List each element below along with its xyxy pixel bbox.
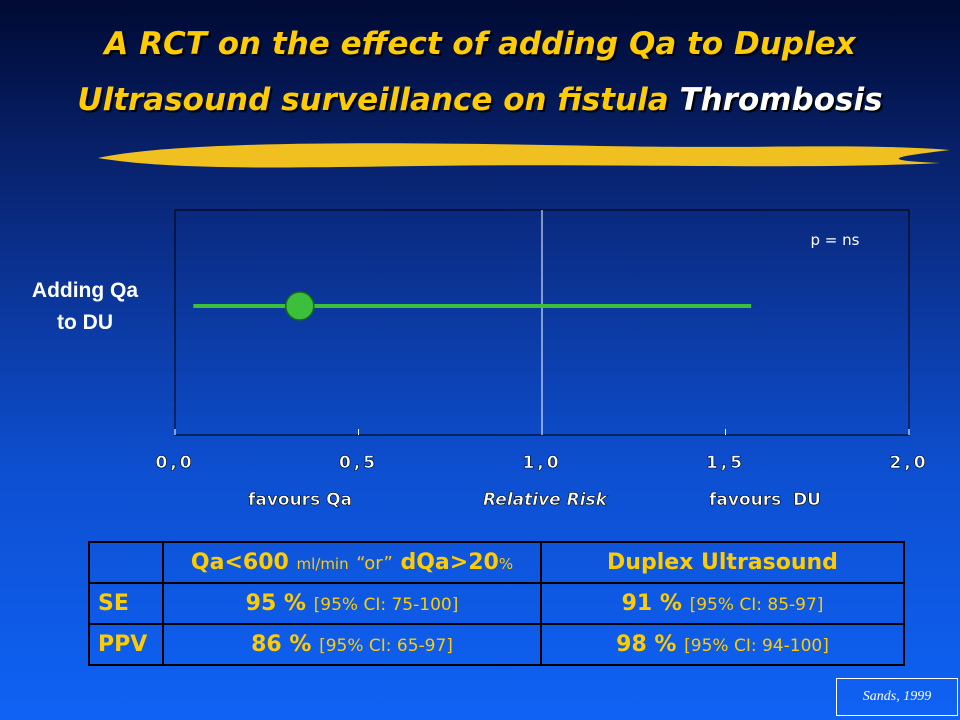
- table-row: PPV 86 % [95% CI: 65-97] 98 % [95% CI: 9…: [88, 623, 905, 666]
- cell-value: 98 %: [616, 632, 677, 657]
- cell-ci: [95% CI: 85-97]: [689, 595, 824, 615]
- table-row: Qa<600 ml/min “or” dQa>20% Duplex Ultras…: [88, 541, 905, 584]
- brush-stroke: [98, 143, 950, 168]
- title-emphasis: Thrombosis: [679, 82, 883, 118]
- table-cell: Qa<600 ml/min “or” dQa>20%: [162, 541, 542, 584]
- cell-ci: [95% CI: 94-100]: [684, 636, 829, 656]
- x-label-left: favours Qa: [248, 490, 352, 510]
- row-label: SE: [88, 582, 164, 625]
- cell-value: 86 %: [251, 632, 312, 657]
- x-tick-label: 1,0: [522, 453, 561, 473]
- x-label-right: favours DU: [709, 490, 821, 510]
- table-cell: Duplex Ultrasound: [540, 541, 905, 584]
- table-cell: 91 % [95% CI: 85-97]: [540, 582, 905, 625]
- point-estimate: [285, 291, 315, 321]
- cell-ci: [95% CI: 75-100]: [313, 595, 459, 615]
- header-text: ml/min: [296, 555, 349, 573]
- table-cell: 95 % [95% CI: 75-100]: [162, 582, 542, 625]
- annotation: p = ns: [811, 231, 860, 249]
- header-text: %: [498, 555, 514, 573]
- x-tick-label: 0,5: [339, 453, 378, 473]
- x-tick-label: 0,0: [155, 453, 194, 473]
- x-tick-label: 2,0: [889, 453, 928, 473]
- title: Ultrasound surveillance on fistula Throm…: [0, 82, 960, 118]
- header-text: Qa<600: [190, 550, 289, 575]
- source: Sands, 1999: [836, 678, 958, 716]
- cell-ci: [95% CI: 65-97]: [319, 636, 453, 656]
- category-label: Adding Qa to DU: [31, 279, 139, 334]
- table-cell: [88, 541, 164, 584]
- x-label: Relative Risk: [483, 490, 609, 510]
- cell-value: 95 %: [245, 591, 306, 616]
- table: Qa<600 ml/min “or” dQa>20% Duplex Ultras…: [88, 541, 905, 666]
- title: A RCT on the effect of adding Qa to Dupl…: [104, 26, 856, 62]
- table-cell: 86 % [95% CI: 65-97]: [162, 623, 542, 666]
- header-text: dQa>20: [400, 550, 499, 575]
- header-text: “or”: [356, 553, 393, 574]
- row-label: PPV: [88, 623, 164, 666]
- title-text: Ultrasound surveillance on fistula: [77, 82, 669, 118]
- header-text: Duplex Ultrasound: [607, 550, 838, 575]
- table-row: SE 95 % [95% CI: 75-100] 91 % [95% CI: 8…: [88, 582, 905, 625]
- x-tick-label: 1,5: [706, 453, 745, 473]
- cell-value: 91 %: [621, 591, 682, 616]
- table-cell: 98 % [95% CI: 94-100]: [540, 623, 905, 666]
